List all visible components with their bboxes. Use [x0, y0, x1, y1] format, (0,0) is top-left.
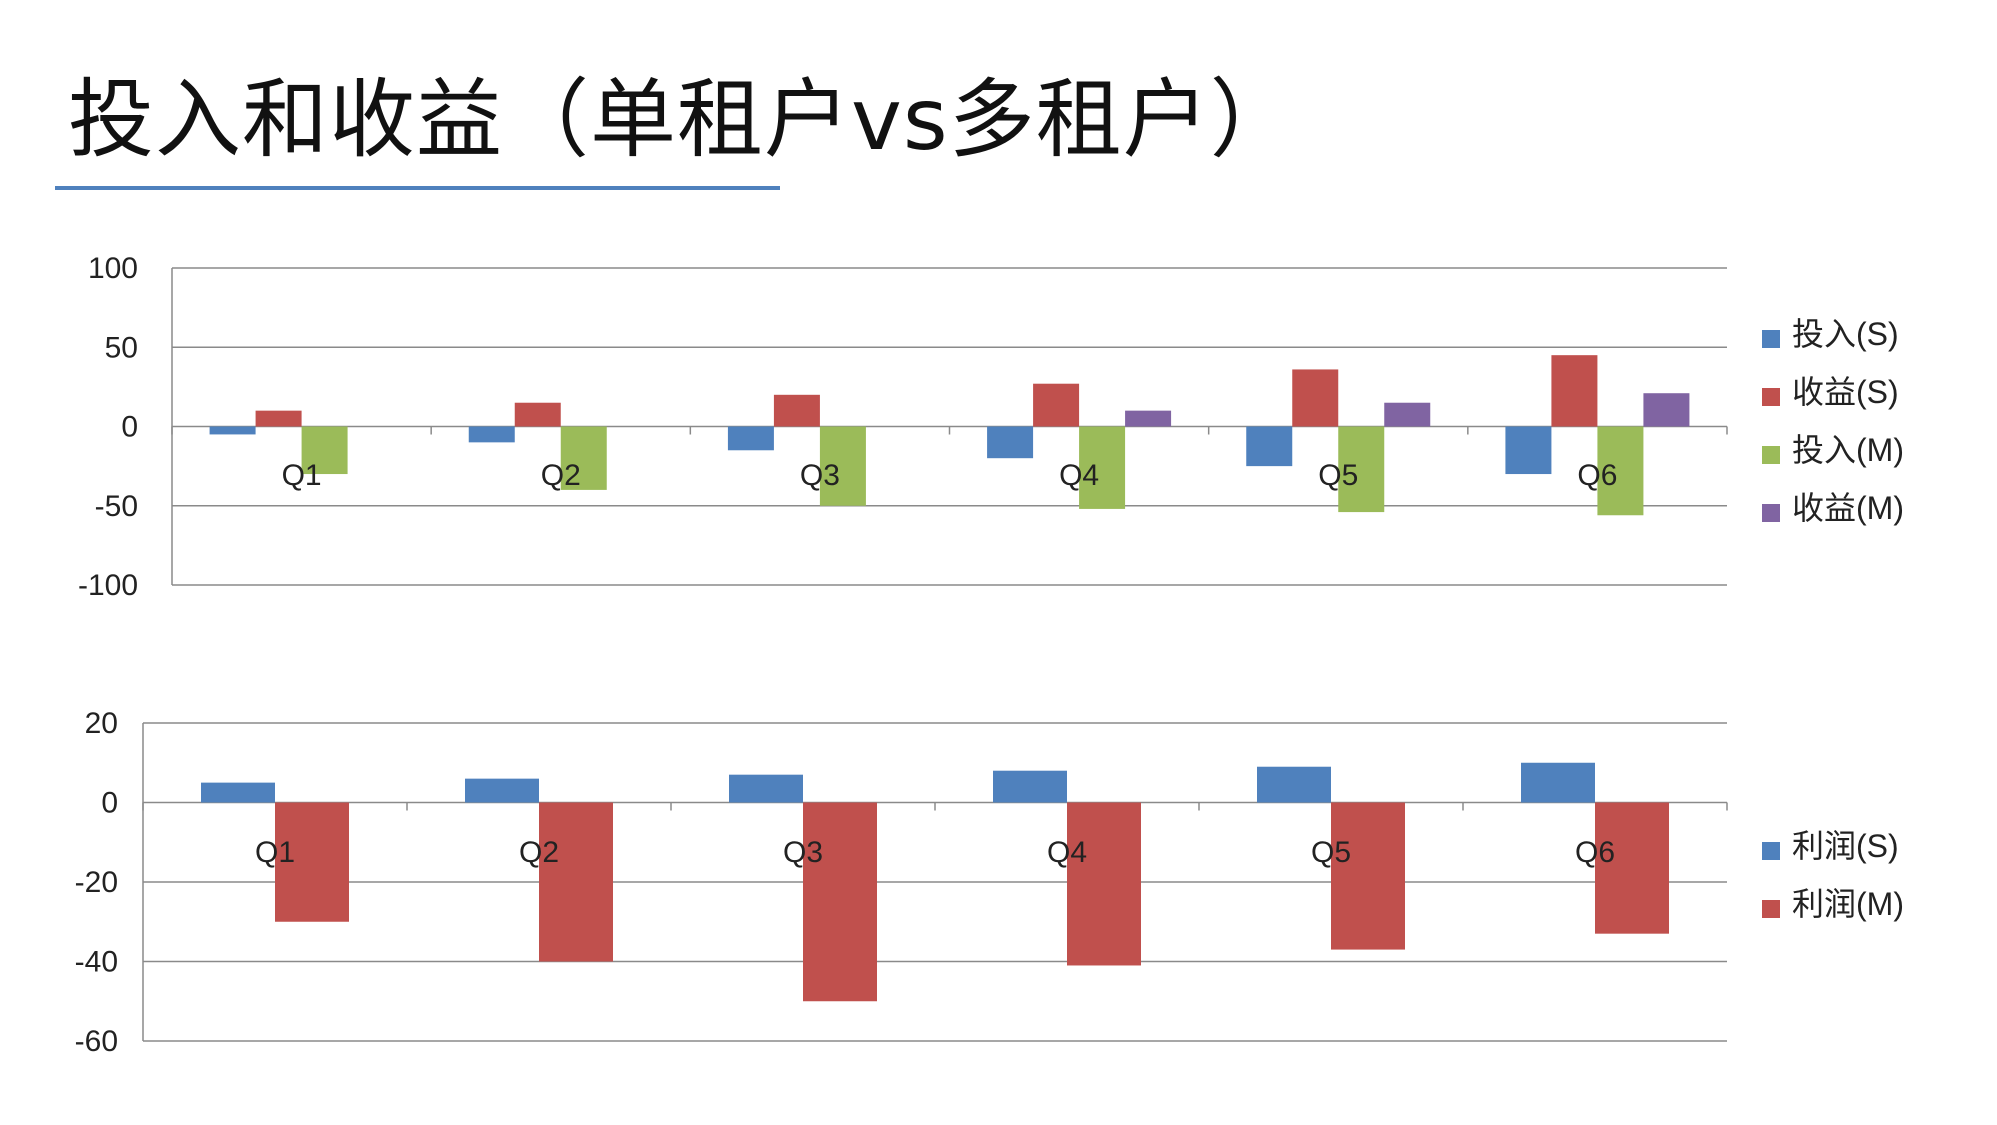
- legend-label: 收益(M): [1792, 490, 1904, 526]
- bar-利润(M)-Q1: [275, 802, 349, 922]
- y-tick-label: -100: [78, 569, 138, 602]
- y-tick-label: 50: [105, 331, 138, 364]
- category-label: Q1: [282, 459, 322, 492]
- y-tick-label: 0: [121, 411, 138, 444]
- bar-利润(M)-Q6: [1595, 802, 1669, 934]
- legend-swatch: [1762, 330, 1780, 348]
- category-label: Q6: [1577, 459, 1617, 492]
- legend-swatch: [1762, 446, 1780, 464]
- legend-label: 利润(M): [1792, 886, 1904, 922]
- bar-投入(S)-Q6: [1505, 426, 1552, 475]
- bar-投入(S)-Q5: [1246, 426, 1293, 467]
- bar-利润(M)-Q2: [539, 802, 613, 962]
- y-tick-label: -20: [75, 866, 118, 899]
- page-title: 投入和收益（单租户vs多租户）: [68, 70, 1297, 170]
- bar-利润(S)-Q3: [729, 774, 803, 803]
- title-underline: [55, 186, 780, 190]
- bar-投入(M)-Q1: [301, 426, 348, 475]
- bar-投入(M)-Q4: [1079, 426, 1126, 509]
- bar-收益(S)-Q5: [1292, 369, 1339, 427]
- bar-利润(M)-Q4: [1067, 802, 1141, 966]
- category-label: Q2: [519, 836, 559, 869]
- bar-利润(S)-Q2: [465, 778, 539, 803]
- bar-投入(M)-Q3: [819, 426, 866, 506]
- bar-投入(S)-Q4: [987, 426, 1034, 459]
- chart-profit: 20 0 -20 -40 -60 Q1 Q2 Q3 Q4 Q5 Q6 利润(S) 利润(M): [75, 707, 1904, 1058]
- category-label: Q2: [541, 459, 581, 492]
- bar-投入(S)-Q1: [209, 426, 256, 435]
- legend-label: 利润(S): [1792, 828, 1899, 864]
- bar-投入(S)-Q3: [727, 426, 774, 451]
- bar-收益(S)-Q1: [255, 410, 302, 427]
- bar-收益(S)-Q4: [1033, 383, 1080, 427]
- legend-label: 收益(S): [1792, 374, 1899, 410]
- bar-投入(S)-Q2: [468, 426, 515, 443]
- y-tick-label: -50: [95, 490, 138, 523]
- y-tick-label: -60: [75, 1025, 118, 1058]
- bar-投入(M)-Q2: [560, 426, 607, 490]
- legend-label: 投入(M): [1792, 432, 1904, 468]
- legend-swatch: [1762, 388, 1780, 406]
- bar-投入(M)-Q5: [1338, 426, 1385, 513]
- bar-收益(M)-Q5: [1384, 402, 1431, 427]
- bar-收益(M)-Q4: [1125, 410, 1172, 427]
- y-tick-label: 0: [101, 787, 118, 820]
- legend-swatch: [1762, 842, 1780, 860]
- bar-利润(M)-Q5: [1331, 802, 1405, 950]
- category-label: Q4: [1047, 836, 1087, 869]
- category-label: Q1: [255, 836, 295, 869]
- category-label: Q3: [783, 836, 823, 869]
- y-tick-label: 100: [88, 252, 138, 285]
- y-tick-label: 20: [85, 707, 118, 740]
- bar-收益(S)-Q6: [1551, 355, 1598, 427]
- bar-利润(M)-Q3: [803, 802, 877, 1002]
- category-label: Q6: [1575, 836, 1615, 869]
- bar-利润(S)-Q6: [1521, 762, 1595, 803]
- category-label: Q3: [800, 459, 840, 492]
- legend-swatch: [1762, 900, 1780, 918]
- legend-swatch: [1762, 504, 1780, 522]
- category-label: Q5: [1311, 836, 1351, 869]
- y-tick-label: -40: [75, 946, 118, 979]
- bar-收益(S)-Q2: [514, 402, 561, 427]
- bar-收益(S)-Q3: [773, 394, 820, 427]
- bar-收益(M)-Q6: [1643, 393, 1690, 427]
- category-label: Q4: [1059, 459, 1099, 492]
- bar-投入(M)-Q6: [1597, 426, 1644, 516]
- bar-利润(S)-Q5: [1257, 766, 1331, 803]
- bar-利润(S)-Q1: [201, 782, 275, 803]
- chart-investment-revenue: 100 50 0 -50 -100 Q1 Q2 Q3 Q4 Q5 Q6 投入(S) 收益(S) 投入(M)…: [78, 252, 1904, 602]
- category-label: Q5: [1318, 459, 1358, 492]
- legend-label: 投入(S): [1792, 316, 1899, 352]
- bar-利润(S)-Q4: [993, 770, 1067, 803]
